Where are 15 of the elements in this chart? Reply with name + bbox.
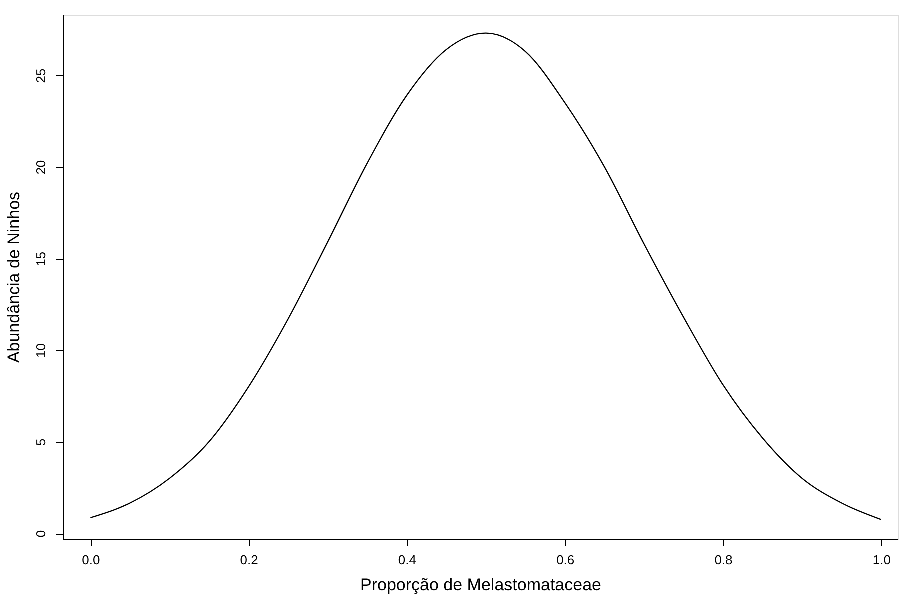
x-tick-label: 0.6 <box>556 552 575 568</box>
y-tick-label: 10 <box>34 344 48 358</box>
x-tick-label: 0.0 <box>82 552 100 568</box>
x-tick-label: 0.4 <box>398 552 416 568</box>
y-tick-label: 20 <box>34 160 48 175</box>
y-tick-label: 15 <box>34 252 48 266</box>
x-tick-label: 0.2 <box>240 552 258 568</box>
y-tick-label: 25 <box>34 68 48 84</box>
x-tick-label: 1.0 <box>872 552 891 568</box>
x-axis-title: Proporção de Melastomataceae <box>360 576 602 594</box>
line-series <box>90 32 882 520</box>
y-tick-label: 0 <box>34 530 48 538</box>
x-tick-label: 0.8 <box>714 552 733 568</box>
y-tick-label: 5 <box>34 438 48 446</box>
y-axis-title: Abundância de Ninhos <box>4 192 24 364</box>
